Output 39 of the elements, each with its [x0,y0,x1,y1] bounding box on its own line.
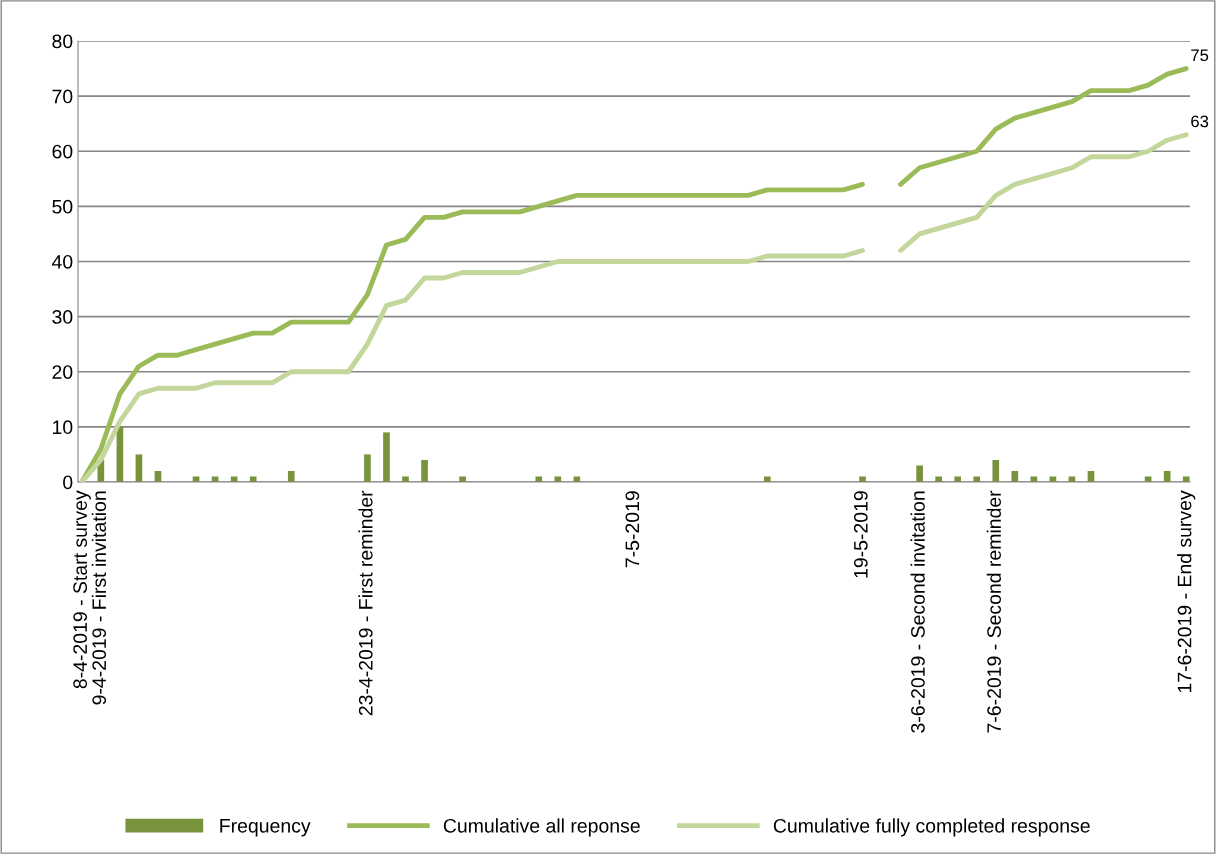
bar [287,470,295,482]
bar [1011,470,1019,482]
bar [859,476,866,482]
y-tick-label: 10 [53,420,73,435]
y-tick-label: 70 [52,89,73,104]
y-tick-label: 50 [52,199,73,214]
y-tick-label: 60 [52,144,73,159]
bar [763,476,771,482]
x-tick-label: 17-6-2019 - End survey [1177,490,1196,693]
bar [249,476,257,482]
y-tick-label: 40 [51,254,73,269]
bar [954,476,962,482]
legend-label: Cumulative all reponse [443,818,640,837]
y-tick-label: 80 [52,34,73,49]
x-tick-label: 7-6-2019 - Second reminder [986,490,1001,733]
bar [992,459,1000,482]
bar [916,465,923,482]
x-tick-label: 8-4-2019 - Start survey [73,490,91,689]
bar [421,459,428,482]
bar [383,432,390,482]
bar [535,476,543,482]
x-tick-label: 7-5-2019 [625,491,640,568]
data-label: 63 [1191,115,1209,128]
x-tick-label: 19-5-2019 [853,491,868,578]
legend-label: Cumulative fully completed response [773,818,1090,837]
bar [935,476,942,482]
bar [459,476,466,482]
legend-label: Frequency [220,819,311,837]
y-tick-label: 0 [63,475,73,490]
y-tick-label: 30 [52,310,73,324]
bar [402,476,409,482]
x-tick-label: 3-6-2019 - Second invitation [910,491,925,733]
y-tick-label: 20 [52,365,73,379]
bar [1182,476,1190,482]
bar [364,454,371,482]
x-tick-label: 9-4-2019 - First invitation [91,491,107,705]
bar [973,476,981,482]
x-tick-label: 23-4-2019 - First reminder [358,490,373,716]
data-label: 75 [1191,49,1209,62]
